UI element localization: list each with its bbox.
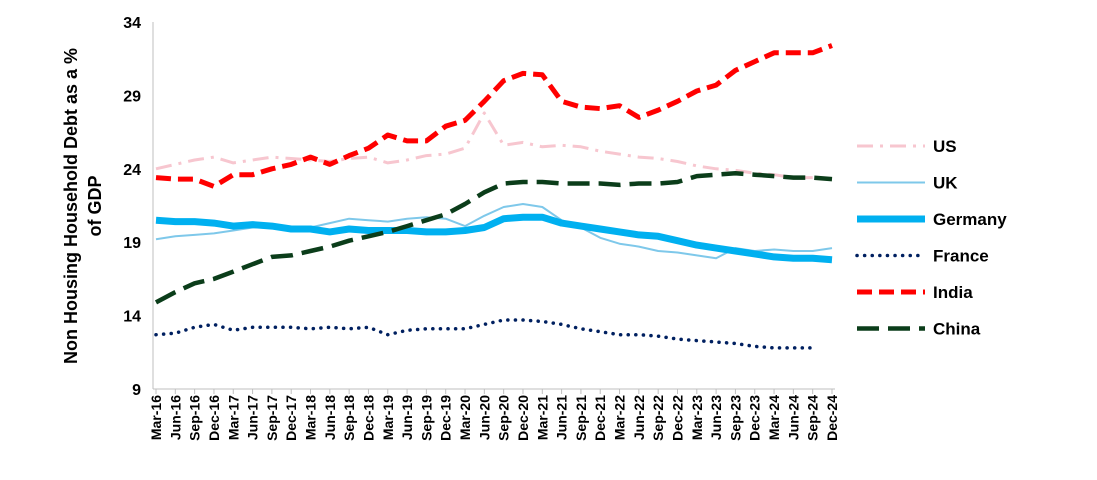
legend-label-uk: UK — [933, 174, 958, 193]
x-tick-label: Dec-24 — [824, 395, 840, 441]
series-line-france — [154, 318, 815, 350]
series-line-china — [154, 170, 833, 305]
x-tick-label: Mar-20 — [457, 395, 473, 440]
legend-label-us: US — [933, 137, 957, 156]
legend-label-france: France — [933, 247, 989, 266]
series-line-us — [155, 111, 813, 180]
x-tick-label: Dec-23 — [747, 395, 763, 441]
x-tick-label: Mar-17 — [225, 395, 241, 440]
y-tick-label: 29 — [123, 88, 141, 105]
x-tick-label: Dec-16 — [206, 395, 222, 441]
x-tick-label: Dec-18 — [360, 395, 376, 441]
x-tick-label: Sep-22 — [650, 395, 666, 441]
x-tick-label: Dec-17 — [283, 395, 299, 441]
legend-label-china: China — [933, 320, 981, 339]
y-tick-label: 19 — [123, 235, 141, 252]
x-tick-label: Mar-21 — [534, 395, 550, 440]
y-tick-label: 24 — [123, 162, 141, 179]
x-tick-label: Mar-22 — [612, 395, 628, 440]
x-tick-label: Mar-23 — [689, 395, 705, 440]
series-line-india — [155, 43, 833, 189]
x-tick-label: Jun-19 — [399, 395, 415, 440]
x-tick-label: Sep-19 — [418, 395, 434, 441]
x-tick-label: Sep-18 — [341, 395, 357, 441]
y-axis-label-line-1: Non Housing Household Debt as a % — [61, 48, 81, 364]
x-tick-label: Jun-16 — [167, 395, 183, 440]
x-tick-label: Sep-20 — [496, 395, 512, 441]
x-tick-label: Jun-21 — [554, 395, 570, 440]
x-tick-label: Sep-24 — [805, 395, 821, 441]
series-layer — [154, 43, 833, 350]
y-tick-label: 9 — [132, 382, 141, 399]
y-tick-label: 14 — [123, 309, 141, 326]
legend-label-india: India — [933, 283, 973, 302]
x-tick-label: Jun-20 — [476, 395, 492, 440]
legend: US UK Germany France India China — [855, 137, 1007, 339]
x-tick-label: Jun-23 — [708, 395, 724, 440]
x-tick-label: Sep-21 — [573, 395, 589, 441]
x-tick-label: Jun-22 — [631, 395, 647, 440]
x-tick-label: Dec-21 — [592, 395, 608, 441]
series-line-germany — [155, 213, 833, 264]
x-tick-label: Mar-24 — [766, 395, 782, 440]
x-tick-label: Dec-20 — [515, 395, 531, 441]
x-tick-label: Jun-17 — [245, 395, 261, 440]
x-tick-label: Jun-18 — [322, 395, 338, 440]
x-tick-label: Jun-24 — [785, 395, 801, 440]
x-tick-label: Mar-18 — [303, 395, 319, 440]
y-tick-label: 34 — [123, 15, 141, 32]
x-tick-label: Sep-16 — [187, 395, 203, 441]
x-tick-label: Dec-19 — [438, 395, 454, 441]
x-tick-label: Sep-23 — [727, 395, 743, 441]
legend-label-germany: Germany — [933, 210, 1007, 229]
x-tick-label: Sep-17 — [264, 395, 280, 441]
x-tick-label: Dec-22 — [669, 395, 685, 441]
y-axis-label-line-2: of GDP — [85, 176, 105, 237]
x-tick-label: Mar-19 — [380, 395, 396, 440]
x-tick-label: Mar-16 — [148, 395, 164, 440]
